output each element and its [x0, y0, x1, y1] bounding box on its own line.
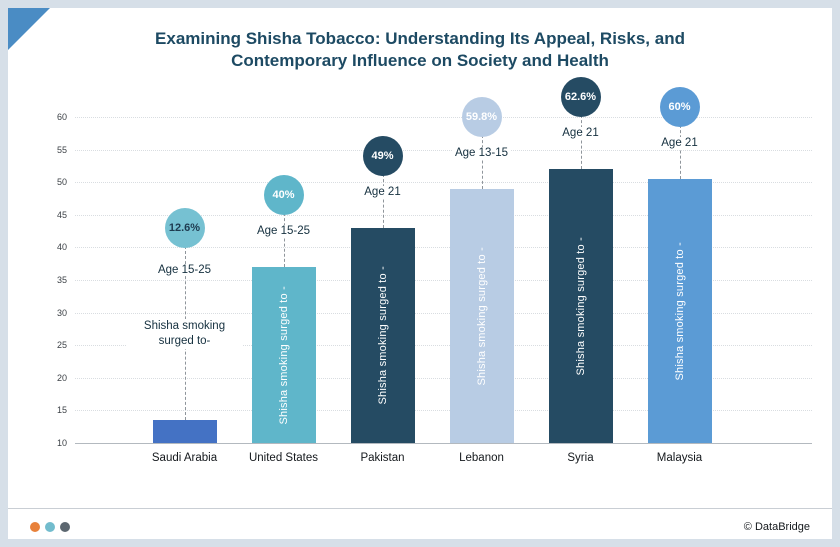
pct-bubble: 12.6% — [164, 208, 205, 249]
bar-column: Shisha smoking surged to - Age 21 49% Pakis… — [333, 8, 432, 468]
age-label: Age 21 — [321, 185, 444, 200]
surge-label-text: Shisha smoking surged to- — [126, 319, 243, 350]
bar-inside-label: Shisha smoking surged to - — [376, 266, 389, 405]
dash-connector — [283, 212, 285, 267]
category-label: Lebanon — [459, 452, 504, 464]
age-label: Age 15-25 — [222, 224, 345, 239]
bar-column: Shisha smoking surged to - Age 15-25 40% Un… — [234, 8, 333, 468]
footer-dots — [30, 522, 70, 532]
dash-connector — [679, 124, 681, 179]
pct-bubble: 62.6% — [560, 77, 601, 118]
y-tick-label: 15 — [56, 405, 67, 416]
gridline — [75, 280, 812, 281]
footer-dot — [45, 522, 55, 532]
bar-inside-label: Shisha smoking surged to - — [574, 236, 587, 376]
footer-dot — [60, 522, 70, 532]
age-label-text: Age 15-25 — [154, 264, 215, 277]
age-label: Age 21 — [519, 126, 642, 141]
age-label: Age 13-15 — [420, 146, 543, 161]
y-tick-label: 20 — [56, 372, 67, 383]
category-label: Pakistan — [360, 452, 405, 464]
gridline — [75, 117, 812, 118]
pct-bubble: 40% — [263, 174, 304, 215]
bar-inside-label: Shisha smoking surged to - — [277, 285, 290, 425]
dash-connector — [382, 173, 384, 228]
bar: Shisha smoking surged to - — [548, 169, 613, 443]
bar: Shisha smoking surged to - — [350, 227, 415, 443]
category-label: Malaysia — [656, 452, 703, 464]
bar-chart: 10 15 20 25 30 35 40 45 50 55 60 Shisha smoking sur… — [8, 8, 832, 539]
gridline — [75, 377, 812, 379]
age-label-text: Age 21 — [658, 136, 701, 149]
bar-column: Shisha smoking surged to - Age 13-15 59.8%… — [432, 8, 531, 468]
category-label: United States — [248, 452, 319, 464]
bar: Shisha smoking surged to - — [251, 266, 316, 443]
footer-credit: © DataBridge — [743, 521, 810, 533]
y-tick-label: 50 — [56, 177, 67, 188]
category-label: Saudi Arabia — [151, 452, 218, 464]
chart-title-line-2: Contemporary Influence on Society and He… — [231, 51, 609, 70]
surge-label: Shisha smoking surged to- — [123, 319, 246, 350]
chart-card: Examining Shisha Tobacco: Understanding … — [8, 8, 832, 539]
chart-title-line-1: Examining Shisha Tobacco: Understanding … — [155, 29, 685, 48]
chart-title: Examining Shisha Tobacco: Understanding … — [8, 28, 832, 72]
gridline — [75, 182, 812, 184]
dash-connector — [481, 134, 483, 189]
y-tick-label: 35 — [56, 275, 67, 285]
bar-column: Shisha smoking surged to- Age 15-25 12.6% S… — [126, 8, 243, 468]
pct-bubble: 59.8% — [461, 96, 502, 137]
y-tick-label: 30 — [56, 307, 67, 318]
gridline — [75, 247, 812, 249]
age-label-text: Age 15-25 — [253, 224, 314, 237]
corner-triangle-decoration — [8, 8, 50, 50]
y-tick-label: 55 — [56, 144, 67, 155]
gridline — [75, 149, 812, 151]
y-tick-label: 40 — [56, 242, 67, 253]
bar-column: Shisha smoking surged to - Age 21 62.6% Syr… — [531, 8, 630, 468]
bar-inside-label: Shisha smoking surged to - — [475, 246, 488, 386]
x-axis-line — [75, 443, 812, 444]
pct-bubble: 60% — [659, 86, 700, 127]
age-label: Age 21 — [618, 136, 741, 151]
gridline — [75, 345, 812, 347]
footer-dot — [30, 522, 40, 532]
gridline — [75, 214, 812, 216]
age-label: Age 15-25 — [123, 263, 246, 278]
y-tick-label: 25 — [56, 340, 67, 351]
dash-connector — [580, 115, 582, 170]
bar — [152, 420, 217, 443]
age-label-text: Age 21 — [559, 127, 602, 140]
y-tick-label: 60 — [56, 112, 67, 122]
bar-inside-label: Shisha smoking surged to - — [673, 241, 686, 381]
y-tick-label: 10 — [56, 438, 67, 448]
category-label: Syria — [567, 452, 594, 464]
gridline — [75, 410, 812, 412]
pct-bubble: 49% — [362, 135, 403, 176]
y-tick-label: 45 — [56, 209, 67, 220]
age-label-text: Age 21 — [361, 185, 404, 198]
age-label-text: Age 13-15 — [451, 146, 512, 159]
bar: Shisha smoking surged to - — [647, 178, 712, 443]
gridline — [75, 312, 812, 314]
footer-divider — [8, 508, 832, 509]
bar-column: Shisha smoking surged to - Age 21 60% Malay… — [630, 8, 729, 468]
bar: Shisha smoking surged to - — [449, 188, 514, 443]
